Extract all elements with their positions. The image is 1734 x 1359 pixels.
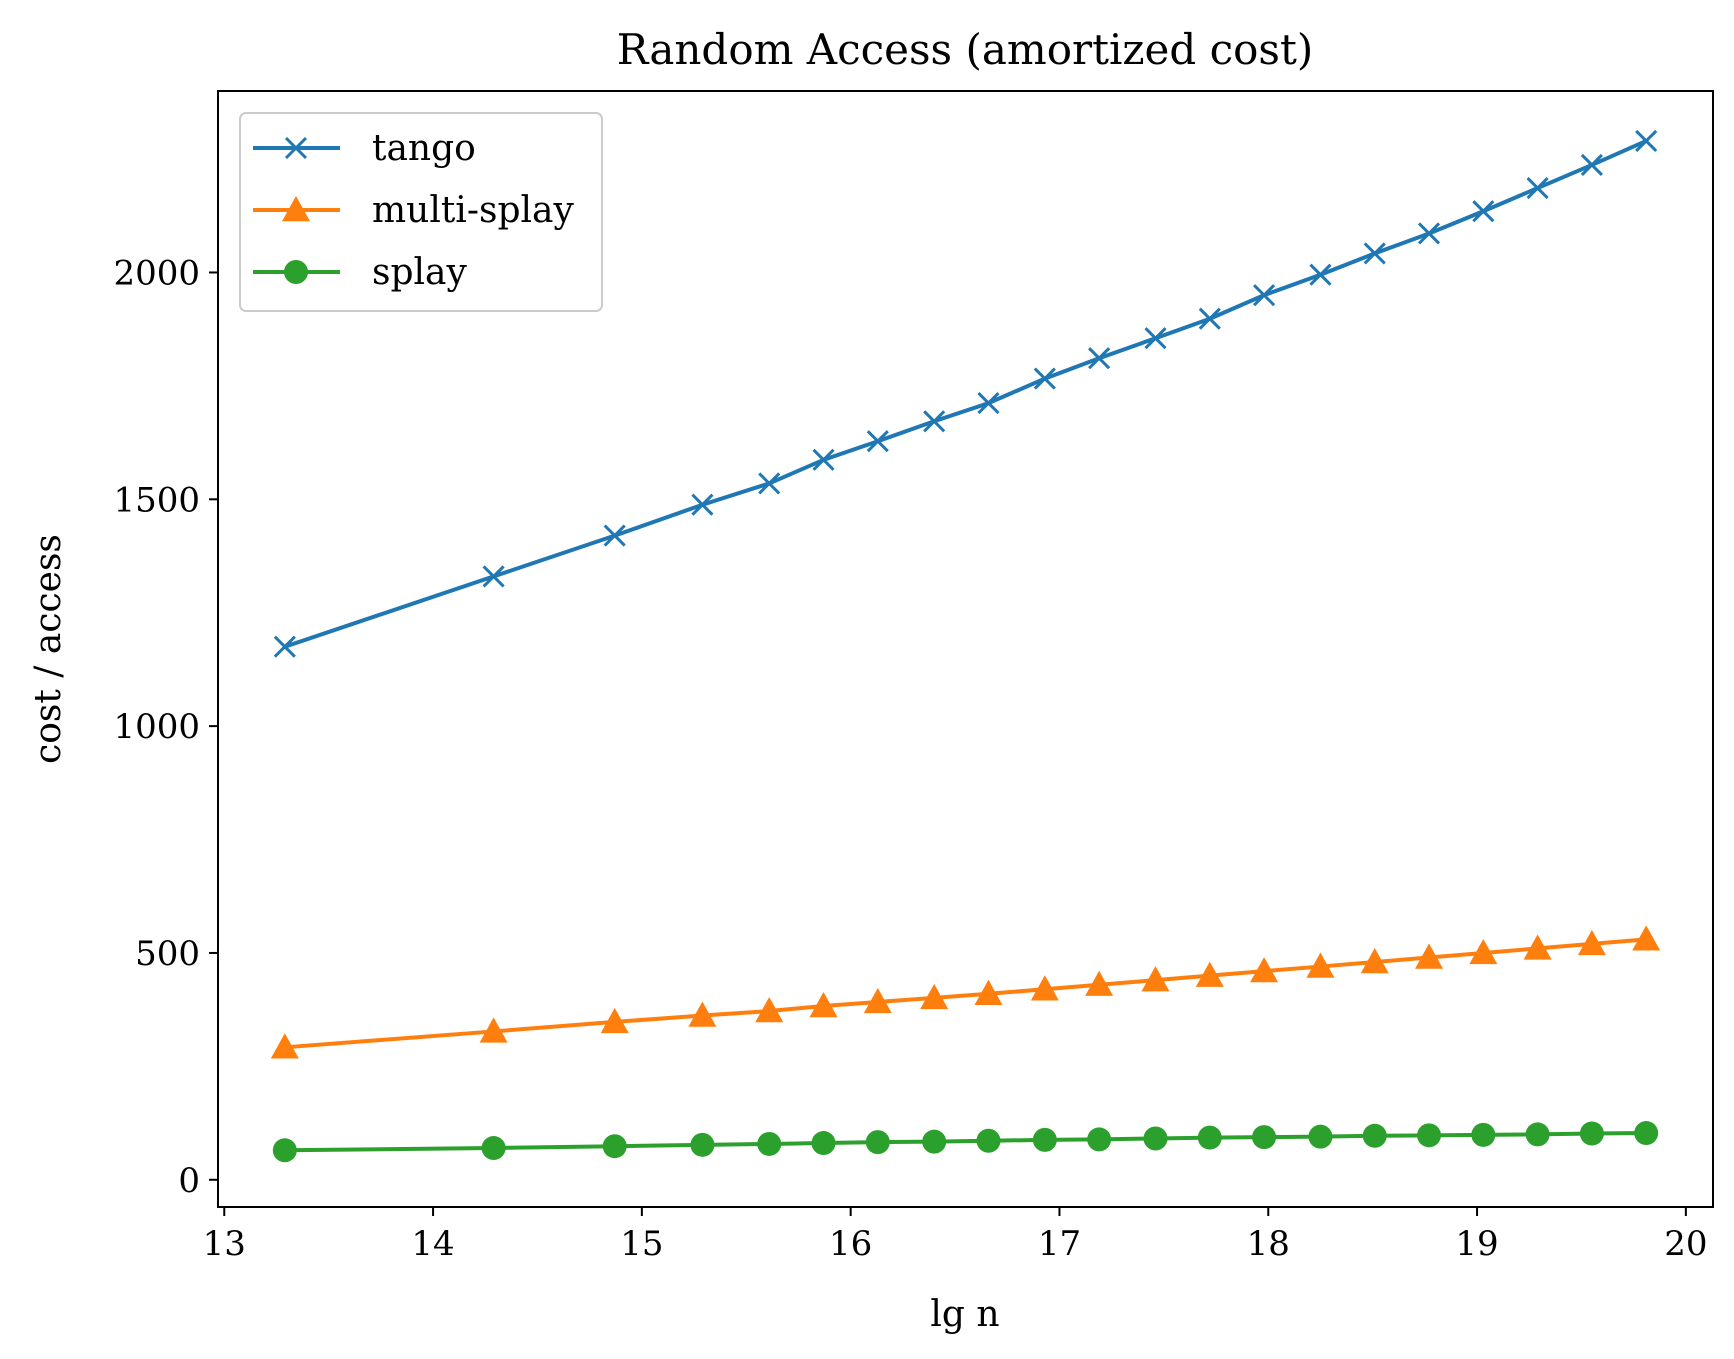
axis-ticks: 13 14 15 16 17 18 19 20 0 500 1000 1500 2000 [113,253,1707,1264]
data-point-splay [811,1131,836,1156]
data-point-splay [1308,1124,1333,1149]
legend-marker-tango [284,136,308,160]
data-point-multi-splay [1523,934,1552,960]
legend-item-tango: tango [253,128,476,169]
data-point-multi-splay [1250,957,1279,983]
legend-label: splay [372,252,467,293]
x-axis-label: lg n [930,1294,999,1335]
data-point-tango [1580,153,1603,177]
data-point-splay [1417,1123,1442,1148]
x-tick-label: 20 [1664,1224,1707,1264]
data-point-splay [690,1132,715,1157]
data-point-tango [977,392,1000,415]
data-point-splay [1362,1123,1387,1148]
legend-item-multi-splay: multi-splay [253,190,574,231]
data-point-splay [1252,1125,1277,1150]
data-point-splay [1579,1121,1604,1146]
data-point-multi-splay [1632,925,1661,951]
data-point-tango [1472,200,1495,223]
data-point-multi-splay [1469,938,1498,965]
x-tick-label: 18 [1247,1224,1290,1264]
x-tick-label: 13 [203,1224,246,1264]
series-multi-splay [270,925,1661,1059]
y-tick-label: 2000 [113,253,200,293]
data-point-multi-splay [863,987,892,1014]
data-point-splay [1143,1126,1168,1151]
data-point-multi-splay [1415,943,1444,969]
data-point-multi-splay [1085,970,1114,996]
data-point-multi-splay [755,997,784,1023]
data-point-tango [1363,242,1386,265]
data-point-tango [923,410,946,433]
data-point-splay [1032,1127,1057,1152]
legend-box [239,112,603,312]
data-point-splay [922,1129,947,1154]
data-point-tango [273,635,296,658]
data-point-multi-splay [600,1007,629,1034]
data-point-tango [1033,367,1056,390]
data-point-multi-splay [1306,952,1335,978]
data-point-tango [812,448,835,471]
data-point-tango [482,565,505,588]
data-point-splay [865,1130,890,1155]
series-tango [273,129,1658,658]
plot-frame [217,90,1714,1208]
data-point-splay [481,1136,506,1161]
data-point-splay [602,1134,627,1159]
data-point-multi-splay [688,1001,717,1027]
data-point-splay [1525,1122,1550,1147]
data-point-multi-splay [479,1017,508,1043]
legend: tango multi-splay splay [239,112,603,312]
series-splay [272,1121,1659,1163]
data-point-tango [1088,347,1111,370]
legend-marker-splay [284,260,308,284]
data-point-tango [866,430,889,453]
y-tick-label: 500 [135,934,200,974]
data-point-tango [1417,222,1441,245]
legend-label: tango [372,128,476,169]
data-point-tango [603,524,626,547]
data-point-multi-splay [1577,929,1606,956]
data-point-multi-splay [974,979,1003,1005]
data-point-multi-splay [1195,961,1224,987]
data-point-tango [1144,327,1167,350]
data-point-splay [1087,1127,1112,1152]
y-axis-label: cost / access [28,534,69,764]
data-point-multi-splay [1141,966,1170,992]
x-tick-label: 17 [1038,1224,1081,1264]
data-point-tango [691,493,714,516]
data-point-splay [1471,1122,1496,1147]
y-tick-label: 1000 [113,707,200,747]
data-point-multi-splay [809,992,838,1018]
y-tick-label: 0 [178,1161,200,1201]
data-point-splay [757,1131,782,1156]
x-tick-label: 15 [620,1224,663,1264]
data-point-tango [1526,177,1549,200]
legend-marker-multi-splay [282,196,310,222]
x-tick-label: 16 [829,1224,872,1264]
data-point-splay [1197,1125,1222,1150]
chart-title: Random Access (amortized cost) [617,25,1314,74]
data-point-multi-splay [920,983,949,1010]
legend-label: multi-splay [372,190,574,231]
data-point-multi-splay [1360,948,1389,974]
y-tick-label: 1500 [113,480,200,520]
plot-area [270,129,1661,1163]
data-point-tango [1309,263,1332,286]
data-point-splay [1634,1121,1659,1146]
data-point-splay [272,1138,297,1163]
data-point-multi-splay [270,1033,299,1059]
data-point-multi-splay [1030,975,1059,1001]
data-point-splay [976,1128,1001,1153]
x-tick-label: 14 [411,1224,454,1264]
data-point-tango [758,472,781,495]
data-point-tango [1253,284,1276,307]
data-point-tango [1198,307,1221,330]
legend-item-splay: splay [253,252,467,293]
data-point-tango [1635,129,1658,152]
x-tick-label: 19 [1455,1224,1498,1264]
